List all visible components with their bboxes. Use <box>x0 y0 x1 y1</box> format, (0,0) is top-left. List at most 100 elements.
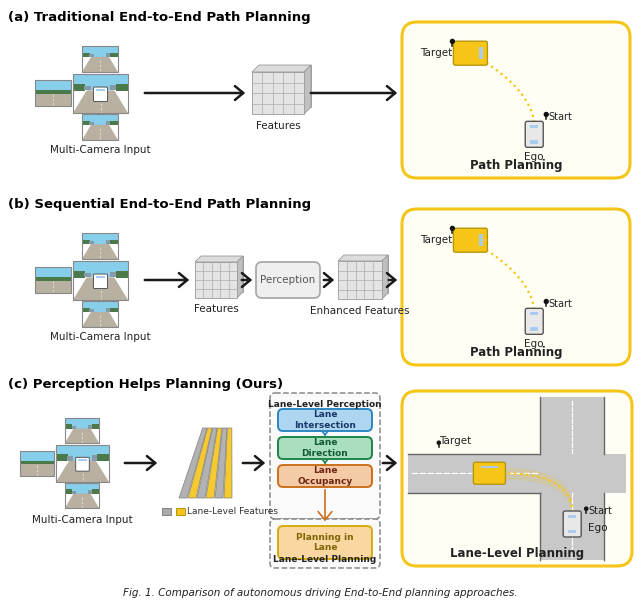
Bar <box>111 85 116 90</box>
Bar <box>73 74 128 113</box>
Polygon shape <box>82 125 118 140</box>
Bar <box>96 89 105 91</box>
Bar <box>84 273 91 277</box>
Text: (b) Sequential End-to-End Path Planning: (b) Sequential End-to-End Path Planning <box>8 198 311 211</box>
Polygon shape <box>56 461 109 482</box>
Polygon shape <box>338 255 388 261</box>
Bar <box>88 425 92 429</box>
Polygon shape <box>382 255 388 299</box>
Bar <box>530 312 538 315</box>
Bar <box>35 80 71 93</box>
Bar <box>82 46 118 72</box>
FancyBboxPatch shape <box>563 511 581 537</box>
Bar <box>479 47 483 59</box>
Text: Target: Target <box>420 48 452 58</box>
Text: Path Planning: Path Planning <box>470 346 563 359</box>
Bar <box>35 86 43 91</box>
FancyBboxPatch shape <box>256 262 320 298</box>
Bar <box>106 53 110 57</box>
Bar <box>82 46 118 57</box>
Bar <box>82 114 118 125</box>
FancyBboxPatch shape <box>278 526 372 559</box>
Bar <box>20 461 54 464</box>
FancyBboxPatch shape <box>525 121 543 147</box>
Bar <box>110 239 118 244</box>
Polygon shape <box>237 256 243 298</box>
Text: Ego: Ego <box>525 339 544 349</box>
Bar <box>20 451 54 476</box>
Bar <box>530 125 538 128</box>
Bar <box>42 275 47 278</box>
Circle shape <box>450 39 455 44</box>
Bar <box>67 456 73 461</box>
Polygon shape <box>65 429 99 443</box>
Bar <box>82 239 90 244</box>
Text: Features: Features <box>194 304 238 314</box>
Bar <box>20 457 28 462</box>
Bar <box>35 90 71 93</box>
Bar <box>82 121 90 125</box>
Text: Path Planning: Path Planning <box>470 159 563 172</box>
Bar <box>82 301 118 312</box>
Polygon shape <box>20 461 54 476</box>
Bar <box>60 274 63 278</box>
Bar <box>35 277 71 280</box>
Bar <box>82 114 118 140</box>
Polygon shape <box>179 428 207 498</box>
Polygon shape <box>252 65 311 72</box>
Polygon shape <box>188 428 212 498</box>
FancyBboxPatch shape <box>93 274 108 288</box>
Bar <box>106 240 110 244</box>
Polygon shape <box>252 72 304 114</box>
Bar <box>92 455 97 461</box>
Text: Target: Target <box>439 436 471 446</box>
Bar <box>73 84 85 91</box>
Bar <box>106 121 110 125</box>
Bar <box>65 418 99 443</box>
Circle shape <box>543 299 549 304</box>
Bar <box>35 93 71 106</box>
Bar <box>162 508 171 515</box>
FancyBboxPatch shape <box>402 391 632 566</box>
Bar <box>73 261 128 277</box>
Bar <box>89 122 93 125</box>
Polygon shape <box>195 256 243 262</box>
Bar <box>65 483 99 508</box>
Text: Start: Start <box>588 506 612 516</box>
Bar <box>65 425 72 429</box>
Polygon shape <box>197 428 217 498</box>
Bar <box>35 80 71 91</box>
Text: (a) Traditional End-to-End Path Planning: (a) Traditional End-to-End Path Planning <box>8 11 310 24</box>
Bar <box>47 457 54 462</box>
Polygon shape <box>224 428 232 498</box>
Text: Lane-Level Perception: Lane-Level Perception <box>268 400 382 409</box>
Text: Lane
Intersection: Lane Intersection <box>294 410 356 430</box>
Polygon shape <box>338 261 382 299</box>
Bar <box>530 140 538 144</box>
Bar <box>530 327 538 330</box>
Polygon shape <box>73 277 128 300</box>
Bar <box>63 274 71 278</box>
Bar <box>82 308 90 312</box>
Bar <box>89 54 93 57</box>
Text: Multi-Camera Input: Multi-Camera Input <box>50 145 150 155</box>
Text: Multi-Camera Input: Multi-Camera Input <box>32 515 132 525</box>
Bar <box>96 276 105 278</box>
FancyBboxPatch shape <box>278 465 372 487</box>
Text: Start: Start <box>548 112 572 122</box>
Bar <box>92 425 99 429</box>
Bar <box>20 451 54 461</box>
Bar <box>481 466 498 468</box>
Bar <box>116 271 128 278</box>
Bar <box>65 483 99 493</box>
Bar <box>106 308 110 312</box>
Bar <box>27 458 31 461</box>
Bar <box>56 445 109 482</box>
Bar <box>35 267 71 278</box>
Bar <box>408 454 626 493</box>
FancyBboxPatch shape <box>402 209 630 365</box>
Text: Planning in
Lane: Planning in Lane <box>296 533 354 552</box>
Bar <box>97 454 109 461</box>
Polygon shape <box>82 57 118 72</box>
Text: Fig. 1. Comparison of autonomous driving End-to-End planning approaches.: Fig. 1. Comparison of autonomous driving… <box>123 588 517 598</box>
